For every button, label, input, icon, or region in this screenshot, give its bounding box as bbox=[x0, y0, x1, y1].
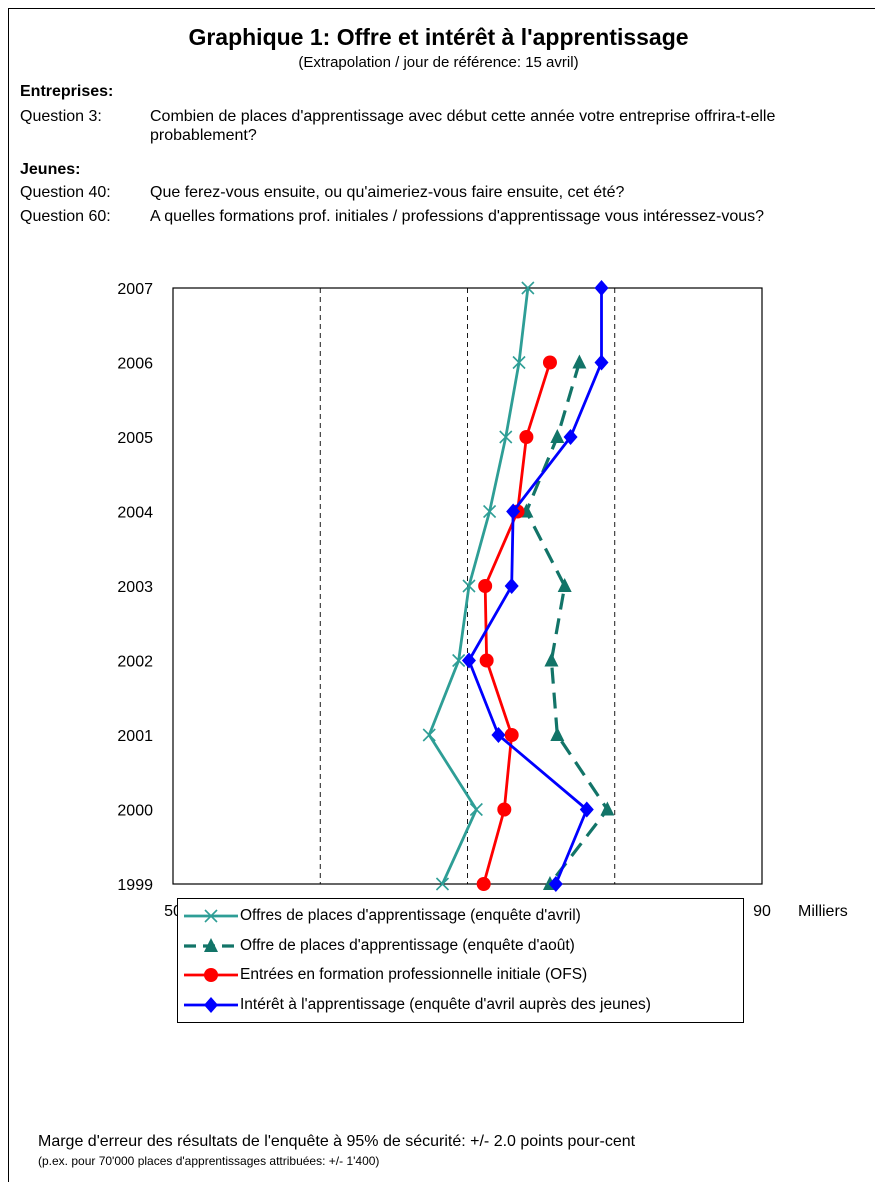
legend-swatch-1 bbox=[184, 909, 238, 923]
series-3-point-2003 bbox=[478, 579, 493, 593]
series-1-point-1999 bbox=[435, 877, 450, 891]
question-60-label: Question 60: bbox=[20, 208, 111, 225]
series-2-point-2005 bbox=[550, 429, 565, 443]
y-tick-label-2000: 2000 bbox=[117, 803, 153, 820]
legend-item-4: Intérêt à l'apprentissage (enquête d'avr… bbox=[178, 992, 743, 1018]
series-4-point-2005 bbox=[563, 429, 578, 445]
question-3-label: Question 3: bbox=[20, 108, 102, 125]
series-4-point-2000 bbox=[579, 801, 594, 818]
series-4-point-2006 bbox=[594, 354, 609, 371]
series-3 bbox=[476, 355, 557, 891]
legend-label-4: Intérêt à l'apprentissage (enquête d'avr… bbox=[240, 995, 651, 1013]
series-2-point-2001 bbox=[550, 727, 565, 741]
y-tick-label-2001: 2001 bbox=[117, 728, 153, 745]
series-4-point-2001 bbox=[491, 727, 506, 743]
series-1-point-2002 bbox=[452, 653, 466, 668]
series-2-point-2002 bbox=[544, 652, 559, 667]
legend-swatch-marker bbox=[204, 996, 218, 1013]
y-tick-label-2003: 2003 bbox=[117, 579, 153, 596]
chart-title: Graphique 1: Offre et intérêt à l'appren… bbox=[188, 24, 689, 50]
legend-label-3: Entrées en formation professionnelle ini… bbox=[240, 966, 588, 983]
series-4-point-2003 bbox=[504, 578, 519, 594]
x-tick-label-90: 90 bbox=[753, 903, 771, 920]
series-1-point-2006 bbox=[512, 355, 526, 370]
chart-subtitle: (Extrapolation / jour de référence: 15 a… bbox=[298, 54, 579, 71]
series-3-point-2002 bbox=[479, 653, 494, 668]
series-1-point-2004 bbox=[483, 504, 497, 519]
series-1 bbox=[422, 281, 535, 891]
legend-swatch-2 bbox=[184, 937, 238, 952]
y-tick-label-1999: 1999 bbox=[117, 877, 153, 894]
series-1-point-2000 bbox=[469, 802, 483, 817]
chart-legend: Offres de places d'apprentissage (enquêt… bbox=[177, 898, 744, 1023]
legend-item-1: Offres de places d'apprentissage (enquêt… bbox=[178, 903, 743, 929]
x-unit-label: Milliers bbox=[798, 903, 848, 920]
series-2-line bbox=[524, 362, 609, 885]
legend-swatch-marker bbox=[204, 968, 218, 982]
series-3-point-2000 bbox=[497, 802, 512, 817]
chart-frame bbox=[8, 8, 875, 1182]
legend-label-2: Offre de places d'apprentissage (enquête… bbox=[240, 936, 575, 954]
series-4-point-2004 bbox=[506, 503, 521, 520]
legend-swatch-marker bbox=[204, 909, 218, 923]
series-1-point-2003 bbox=[462, 579, 476, 593]
question-40-label: Question 40: bbox=[20, 184, 111, 201]
y-tick-label-2005: 2005 bbox=[117, 430, 153, 447]
legend-item-3: Entrées en formation professionnelle ini… bbox=[178, 962, 743, 988]
series-4-point-2002 bbox=[461, 652, 476, 669]
series-2-point-2000 bbox=[600, 801, 615, 816]
entreprises-heading: Entreprises: bbox=[20, 83, 114, 100]
question-3-text: Combien de places d'apprentissage avec d… bbox=[150, 108, 776, 144]
y-tick-label-2004: 2004 bbox=[117, 505, 153, 522]
series-1-point-2001 bbox=[422, 728, 436, 742]
jeunes-heading: Jeunes: bbox=[20, 161, 81, 178]
legend-label-1: Offres de places d'apprentissage (enquêt… bbox=[240, 907, 581, 924]
series-3-point-2001 bbox=[504, 728, 519, 742]
series-4 bbox=[461, 280, 609, 892]
y-tick-label-2007: 2007 bbox=[117, 281, 153, 298]
example-note: (p.ex. pour 70'000 places d'apprentissag… bbox=[38, 1154, 380, 1168]
series-2-point-2003 bbox=[557, 578, 572, 592]
series-3-point-2006 bbox=[542, 355, 557, 370]
series-4-point-2007 bbox=[594, 280, 609, 296]
legend-swatch-4 bbox=[184, 996, 238, 1013]
series-1-point-2007 bbox=[521, 281, 535, 295]
legend-swatch-marker bbox=[204, 937, 218, 952]
margin-of-error-note: Marge d'erreur des résultats de l'enquêt… bbox=[38, 1133, 636, 1150]
legend-swatch-3 bbox=[184, 968, 238, 982]
question-40-text: Que ferez-vous ensuite, ou qu'aimeriez-v… bbox=[150, 184, 625, 201]
y-tick-label-2006: 2006 bbox=[117, 356, 153, 373]
y-tick-label-2002: 2002 bbox=[117, 654, 153, 671]
legend-item-2: Offre de places d'apprentissage (enquête… bbox=[178, 933, 743, 959]
series-3-line bbox=[482, 362, 552, 885]
series-3-point-2005 bbox=[519, 430, 534, 444]
series-3-point-1999 bbox=[476, 877, 491, 891]
series-2-point-2006 bbox=[572, 354, 587, 369]
series-1-point-2005 bbox=[499, 430, 513, 444]
series-4-point-1999 bbox=[548, 876, 563, 892]
question-60-text: A quelles formations prof. initiales / p… bbox=[150, 208, 765, 225]
